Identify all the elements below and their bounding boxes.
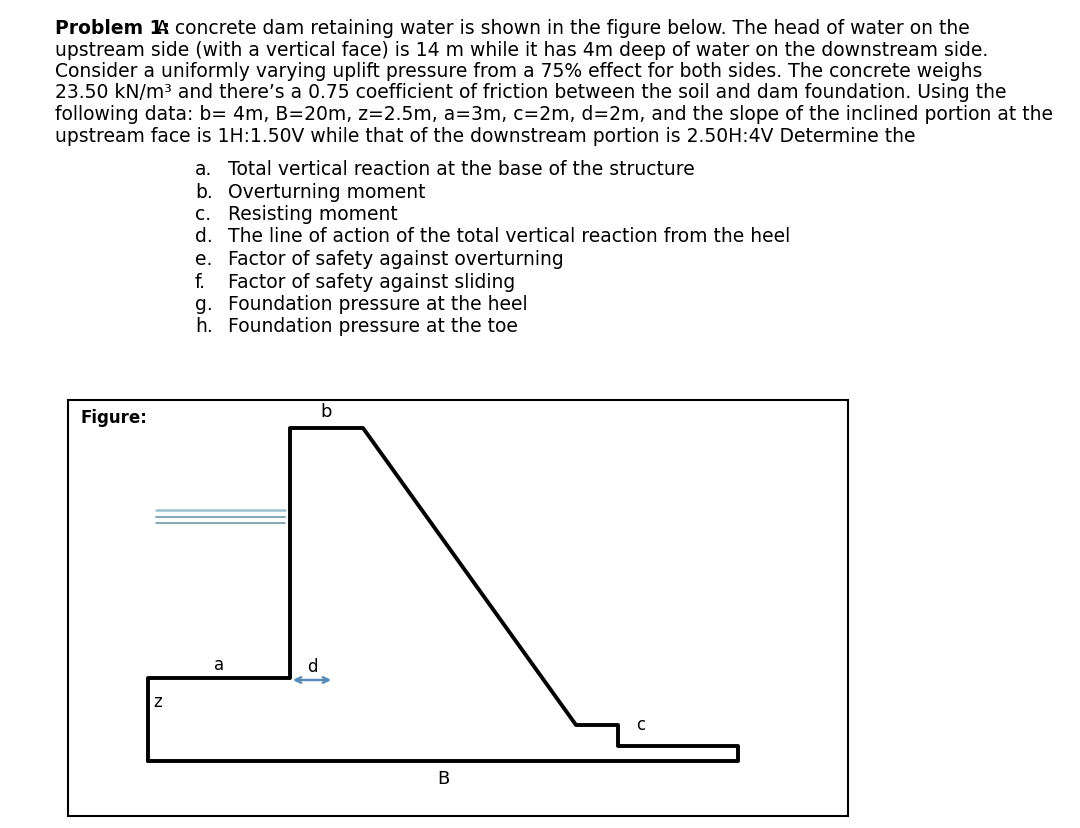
- Text: Total vertical reaction at the base of the structure: Total vertical reaction at the base of t…: [228, 160, 694, 179]
- Text: Foundation pressure at the toe: Foundation pressure at the toe: [228, 317, 518, 336]
- Text: The line of action of the total vertical reaction from the heel: The line of action of the total vertical…: [228, 227, 791, 246]
- Text: g.: g.: [195, 295, 213, 314]
- Text: Factor of safety against overturning: Factor of safety against overturning: [228, 250, 564, 268]
- Text: upstream face is 1H:1.50V while that of the downstream portion is 2.50H:4V Deter: upstream face is 1H:1.50V while that of …: [55, 127, 916, 146]
- Text: A concrete dam retaining water is shown in the figure below. The head of water o: A concrete dam retaining water is shown …: [150, 19, 970, 38]
- Text: z: z: [153, 693, 162, 710]
- Text: following data: b= 4m, B=20m, z=2.5m, a=3m, c=2m, d=2m, and the slope of the inc: following data: b= 4m, B=20m, z=2.5m, a=…: [55, 105, 1053, 124]
- Text: Consider a uniformly varying uplift pressure from a 75% effect for both sides. T: Consider a uniformly varying uplift pres…: [55, 62, 983, 81]
- Text: Foundation pressure at the heel: Foundation pressure at the heel: [228, 295, 528, 314]
- Text: b: b: [321, 402, 333, 421]
- Text: Figure:: Figure:: [80, 408, 147, 426]
- Text: e.: e.: [195, 250, 213, 268]
- Text: a: a: [214, 655, 224, 673]
- Text: a.: a.: [195, 160, 213, 179]
- Text: c.: c.: [195, 205, 211, 224]
- Bar: [68, 401, 848, 816]
- Text: Factor of safety against sliding: Factor of safety against sliding: [228, 272, 515, 291]
- Text: f.: f.: [195, 272, 206, 291]
- Text: d: d: [307, 657, 318, 675]
- Text: 23.50 kN/m³ and there’s a 0.75 coefficient of friction between the soil and dam : 23.50 kN/m³ and there’s a 0.75 coefficie…: [55, 84, 1007, 103]
- Text: upstream side (with a vertical face) is 14 m while it has 4m deep of water on th: upstream side (with a vertical face) is …: [55, 41, 988, 60]
- Text: d.: d.: [195, 227, 213, 246]
- Text: Overturning moment: Overturning moment: [228, 182, 426, 201]
- Text: h.: h.: [195, 317, 213, 336]
- Text: b.: b.: [195, 182, 213, 201]
- Text: B: B: [437, 769, 449, 787]
- Text: Resisting moment: Resisting moment: [228, 205, 397, 224]
- Text: Problem 1:: Problem 1:: [55, 19, 170, 38]
- Text: c: c: [636, 715, 645, 733]
